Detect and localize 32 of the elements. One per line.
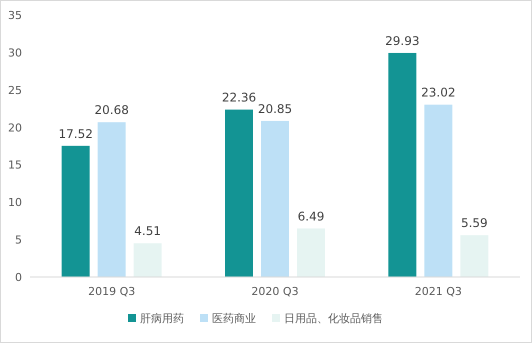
bar <box>98 122 126 277</box>
legend-label: 医药商业 <box>212 312 256 325</box>
y-tick-label: 30 <box>8 46 22 60</box>
y-tick-label: 15 <box>8 158 22 172</box>
data-label: 6.49 <box>298 209 324 224</box>
bar <box>424 104 452 277</box>
bar <box>225 110 253 277</box>
x-tick-label: 2019 Q3 <box>88 285 136 298</box>
x-tick-label: 2020 Q3 <box>251 285 299 298</box>
data-label: 17.52 <box>58 126 93 141</box>
y-tick-label: 20 <box>8 121 22 134</box>
data-label: 20.68 <box>94 103 129 118</box>
bar <box>460 235 488 277</box>
data-label: 4.51 <box>134 224 162 238</box>
x-tick-label: 2021 Q3 <box>414 285 462 298</box>
data-label: 20.85 <box>258 102 292 116</box>
bar <box>388 52 416 277</box>
legend-label: 日用品、化妆品销售 <box>284 312 383 325</box>
bar <box>261 120 289 277</box>
data-label: 22.36 <box>222 90 256 105</box>
y-tick-label: 0 <box>15 271 22 284</box>
bar <box>297 228 325 277</box>
y-tick-label: 25 <box>8 84 22 97</box>
y-tick-label: 35 <box>8 9 22 22</box>
bar <box>62 146 90 277</box>
y-tick-label: 5 <box>15 234 22 247</box>
data-label: 29.93 <box>385 34 420 48</box>
data-label: 5.59 <box>460 216 488 230</box>
y-tick-label: 10 <box>8 196 22 210</box>
bar <box>134 243 162 277</box>
legend-label: 肝病用药 <box>140 312 184 325</box>
data-label: 23.02 <box>421 86 456 100</box>
